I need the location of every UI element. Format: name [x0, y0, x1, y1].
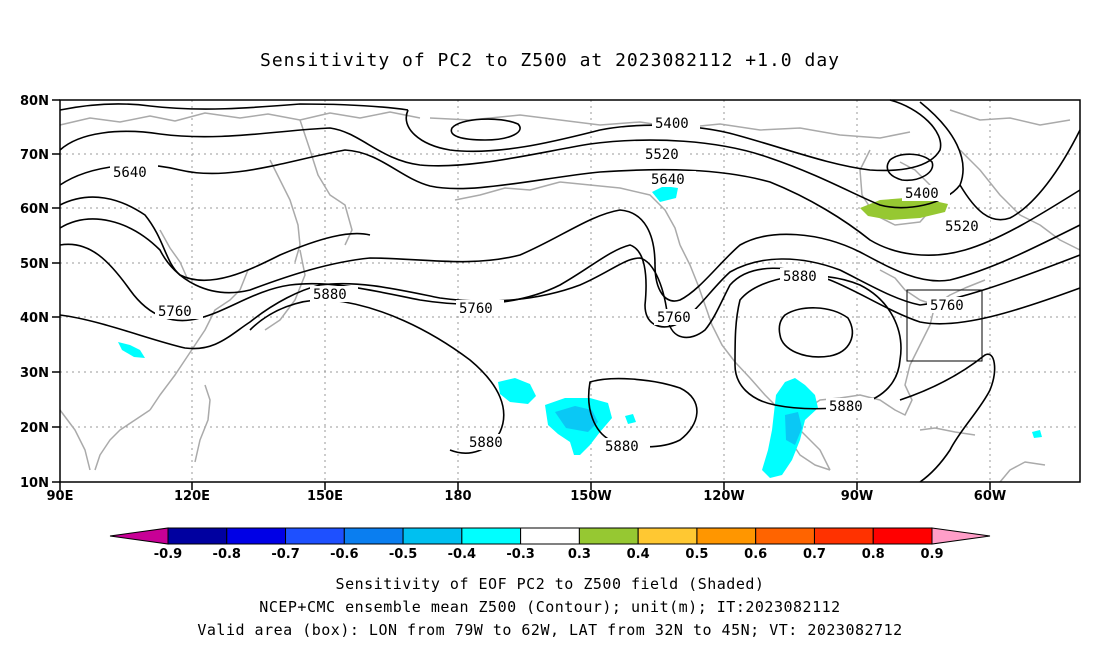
shade-negative-04-mexico — [785, 412, 802, 445]
colorbar-swatch — [872, 527, 933, 545]
colorbar-label: 0.4 — [627, 547, 650, 562]
contour-label: 5400 — [655, 116, 689, 132]
caption-line-1: Sensitivity of EOF PC2 to Z500 field (Sh… — [335, 575, 765, 593]
contour-label: 5760 — [459, 301, 493, 317]
contour-labels: 5400 5400 5520 5520 5640 5640 5760 5760 … — [110, 115, 990, 455]
colorbar-label: -0.4 — [448, 547, 476, 562]
lon-label: 150E — [307, 489, 343, 504]
longitude-labels: 90E 120E 150E 180 150W 120W 90W 60W — [47, 489, 1007, 504]
map-title: Sensitivity of PC2 to Z500 at 2023082112… — [259, 50, 840, 71]
lon-label: 90E — [47, 489, 74, 504]
colorbar-swatch — [637, 527, 698, 545]
contour-label: 5400 — [905, 186, 939, 202]
lat-label: 20N — [20, 421, 49, 436]
lon-label: 120E — [174, 489, 210, 504]
colorbar-swatch — [285, 527, 345, 545]
colorbar-swatch — [461, 527, 522, 545]
colorbar-label: 0.3 — [568, 547, 591, 562]
colorbar-label: -0.7 — [271, 547, 299, 562]
contour-label: 5760 — [930, 298, 964, 314]
caption-line-2: NCEP+CMC ensemble mean Z500 (Contour); u… — [259, 598, 841, 616]
lat-label: 50N — [20, 257, 49, 272]
contour-label: 5640 — [651, 172, 685, 188]
contour-label: 5640 — [113, 165, 147, 181]
colorbar-label: 0.5 — [685, 547, 708, 562]
colorbar-swatch — [167, 527, 228, 545]
shade-negative-03-alaska — [652, 186, 678, 202]
contour-label: 5880 — [605, 439, 639, 455]
contour-label: 5880 — [469, 435, 503, 451]
map-frame — [59, 99, 1081, 483]
colorbar: -0.9 -0.8 -0.7 -0.6 -0.5 -0.4 -0.3 0.3 0.4 0.5 0.6… — [109, 527, 991, 562]
tick-marks — [52, 99, 991, 490]
contour-label: 5760 — [158, 304, 192, 320]
lat-label: 10N — [20, 476, 49, 491]
colorbar-swatch — [813, 527, 874, 545]
lon-label: 150W — [570, 489, 611, 504]
colorbar-swatch — [696, 527, 757, 545]
colorbar-label: 0.9 — [920, 547, 943, 562]
contour-label: 5520 — [645, 147, 679, 163]
contour-label: 5760 — [657, 310, 691, 326]
colorbar-label: 0.8 — [862, 547, 885, 562]
colorbar-label: -0.9 — [154, 547, 182, 562]
colorbar-swatch — [755, 527, 815, 545]
lon-label: 180 — [444, 489, 471, 504]
lat-label: 40N — [20, 311, 49, 326]
contour-label: 5880 — [829, 399, 863, 415]
colorbar-triangle-high — [931, 527, 991, 545]
colorbar-swatch — [343, 527, 404, 545]
colorbar-swatch — [226, 527, 287, 545]
colorbar-label: -0.8 — [213, 547, 241, 562]
latitude-labels: 80N 70N 60N 50N 40N 30N 20N 10N — [20, 94, 49, 491]
shade-negative-03-asia — [118, 342, 145, 358]
caption-line-3: Valid area (box): LON from 79W to 62W, L… — [197, 621, 903, 639]
shade-negative-03-atlantic — [1032, 430, 1042, 438]
lon-label: 60W — [974, 489, 1006, 504]
lon-label: 120W — [703, 489, 744, 504]
colorbar-label: -0.3 — [506, 547, 534, 562]
shade-negative-03-pacific-c — [625, 414, 636, 424]
valid-area-box — [906, 289, 983, 362]
lat-label: 80N — [20, 94, 49, 109]
colorbar-swatch — [520, 527, 580, 545]
colorbar-label: 0.6 — [744, 547, 767, 562]
colorbar-label: 0.7 — [803, 547, 826, 562]
colorbar-triangle-low — [109, 527, 169, 545]
lat-label: 60N — [20, 202, 49, 217]
sensitivity-shading — [118, 186, 1042, 478]
colorbar-label: -0.6 — [330, 547, 358, 562]
contour-label: 5880 — [313, 287, 347, 303]
lat-label: 70N — [20, 148, 49, 163]
shade-negative-03-pacific-a — [498, 378, 536, 404]
shade-negative-04-pacific-b — [555, 406, 598, 432]
shade-positive-03-canada — [860, 198, 948, 220]
colorbar-swatch — [402, 527, 463, 545]
lon-label: 90W — [841, 489, 873, 504]
colorbar-label: -0.5 — [389, 547, 417, 562]
contour-label: 5520 — [945, 219, 979, 235]
lat-label: 30N — [20, 366, 49, 381]
colorbar-swatch — [578, 527, 639, 545]
contour-label: 5880 — [783, 269, 817, 285]
